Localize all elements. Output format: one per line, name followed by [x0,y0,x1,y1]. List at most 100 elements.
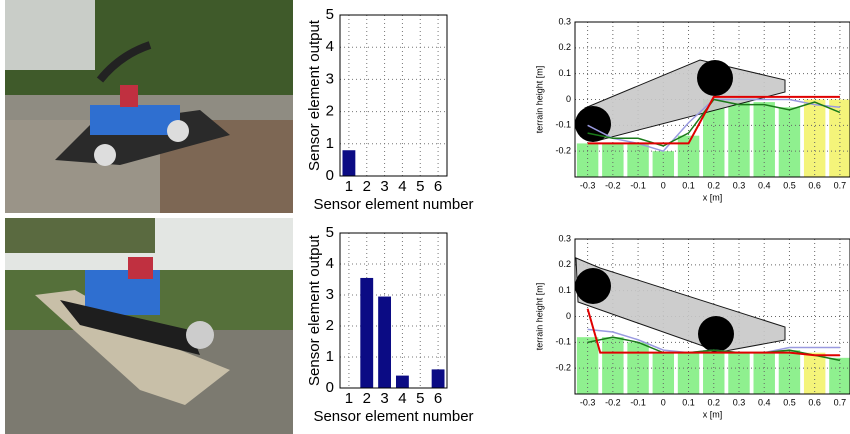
y-tick-label: -0.1 [555,120,571,130]
x-tick-label: 0.2 [708,397,721,407]
y-tick-label: 0 [566,311,571,321]
y-tick-label: -0.2 [555,146,571,156]
x-tick-label: 6 [434,178,442,195]
x-tick-label: 2 [363,390,371,407]
y-tick-label: 1 [326,135,334,152]
robot-photo-top [5,0,293,213]
terrain-bar [652,352,675,394]
terrain-bar [803,352,826,394]
x-tick-label: 0.5 [783,397,796,407]
x-tick-label: 0 [661,180,666,190]
y-tick-label: 5 [326,224,334,241]
y-tick-label: 0.1 [558,285,571,295]
bar [395,375,409,388]
x-tick-label: -0.1 [630,180,646,190]
plot-frame [339,232,448,389]
terrain-bar [652,151,675,177]
y-axis-label: Sensor element output [306,19,323,171]
y-tick-label: 5 [326,6,334,23]
plot-area [575,21,850,177]
x-tick-label: -0.3 [580,180,596,190]
terrain-bar [728,352,750,394]
bar [342,150,356,176]
bar [360,277,374,388]
x-tick-label: 5 [416,390,424,407]
x-tick-label: 0.3 [733,397,746,407]
x-tick-label: 0.4 [758,397,771,407]
x-tick-label: 0.1 [682,397,695,407]
y-tick-label: 0.3 [558,16,571,26]
x-tick-label: 0.3 [733,180,746,190]
robot-pose-top [575,59,786,142]
x-tick-label: 0 [661,397,666,407]
y-axis-label: terrain height [m] [534,66,544,134]
y-tick-label: 4 [326,38,334,55]
y-axis-label: Sensor element output [306,234,323,386]
x-axis-label: Sensor element number [313,196,473,213]
y-axis-label: terrain height [m] [534,283,544,351]
terrain-bar [677,352,700,394]
y-tick-label: 3 [326,70,334,87]
y-tick-label: 3 [326,286,334,303]
terrain-bar [627,342,649,394]
y-tick-label: 0.2 [558,42,571,52]
y-tick-label: 2 [326,317,334,334]
terrain-line [586,308,840,357]
x-axis-label: Sensor element number [313,408,473,425]
x-tick-label: 0.7 [834,397,847,407]
y-tick-label: 1 [326,348,334,365]
x-tick-label: -0.2 [605,397,621,407]
terrain-bar [753,102,775,177]
x-axis-label: x [m] [703,192,723,202]
x-tick-label: 0.5 [783,180,796,190]
x-tick-label: 4 [398,390,406,407]
y-tick-label: 0 [566,94,571,104]
x-tick-label: 1 [345,178,353,195]
x-axis-label: x [m] [703,409,723,419]
x-tick-label: 0.6 [808,397,821,407]
x-tick-label: 3 [380,178,388,195]
x-tick-label: 1 [345,390,353,407]
terrain-bar [728,102,750,177]
terrain-bar [576,337,599,394]
terrain-bar [602,143,624,177]
plot-frame [574,238,850,395]
terrain-bar [778,350,801,394]
x-tick-label: 0.7 [834,180,847,190]
x-tick-label: 0.2 [708,180,721,190]
x-tick-label: 6 [434,390,442,407]
y-tick-label: 0.1 [558,68,571,78]
x-tick-label: 0.1 [682,180,695,190]
x-tick-label: 2 [363,178,371,195]
terrain-line [587,336,841,362]
x-tick-label: 5 [416,178,424,195]
terrain-bar [677,135,700,177]
plot-frame [574,21,850,178]
terrain-line [587,98,841,147]
y-tick-label: 2 [326,103,334,120]
y-tick-label: 4 [326,255,334,272]
terrain-bar [576,143,599,177]
x-tick-label: -0.1 [630,397,646,407]
x-tick-label: -0.2 [605,180,621,190]
y-tick-label: 0.2 [558,259,571,269]
y-tick-label: -0.1 [555,337,571,347]
terrain-bar [627,143,649,177]
y-tick-label: 0 [326,167,334,184]
robot-photo-bottom [5,218,293,434]
x-tick-label: 0.4 [758,180,771,190]
y-tick-label: -0.2 [555,363,571,373]
x-tick-label: 0.6 [808,180,821,190]
terrain-bar [703,350,725,394]
y-tick-label: 0.3 [558,233,571,243]
y-tick-label: 0 [326,379,334,396]
robot-pose-bottom [575,257,786,353]
x-tick-label: -0.3 [580,397,596,407]
bar [431,369,445,388]
terrain-line [587,95,840,145]
x-tick-label: 4 [398,178,406,195]
plot-area [575,238,850,394]
terrain-bar [753,352,775,394]
plot-frame [339,14,448,177]
